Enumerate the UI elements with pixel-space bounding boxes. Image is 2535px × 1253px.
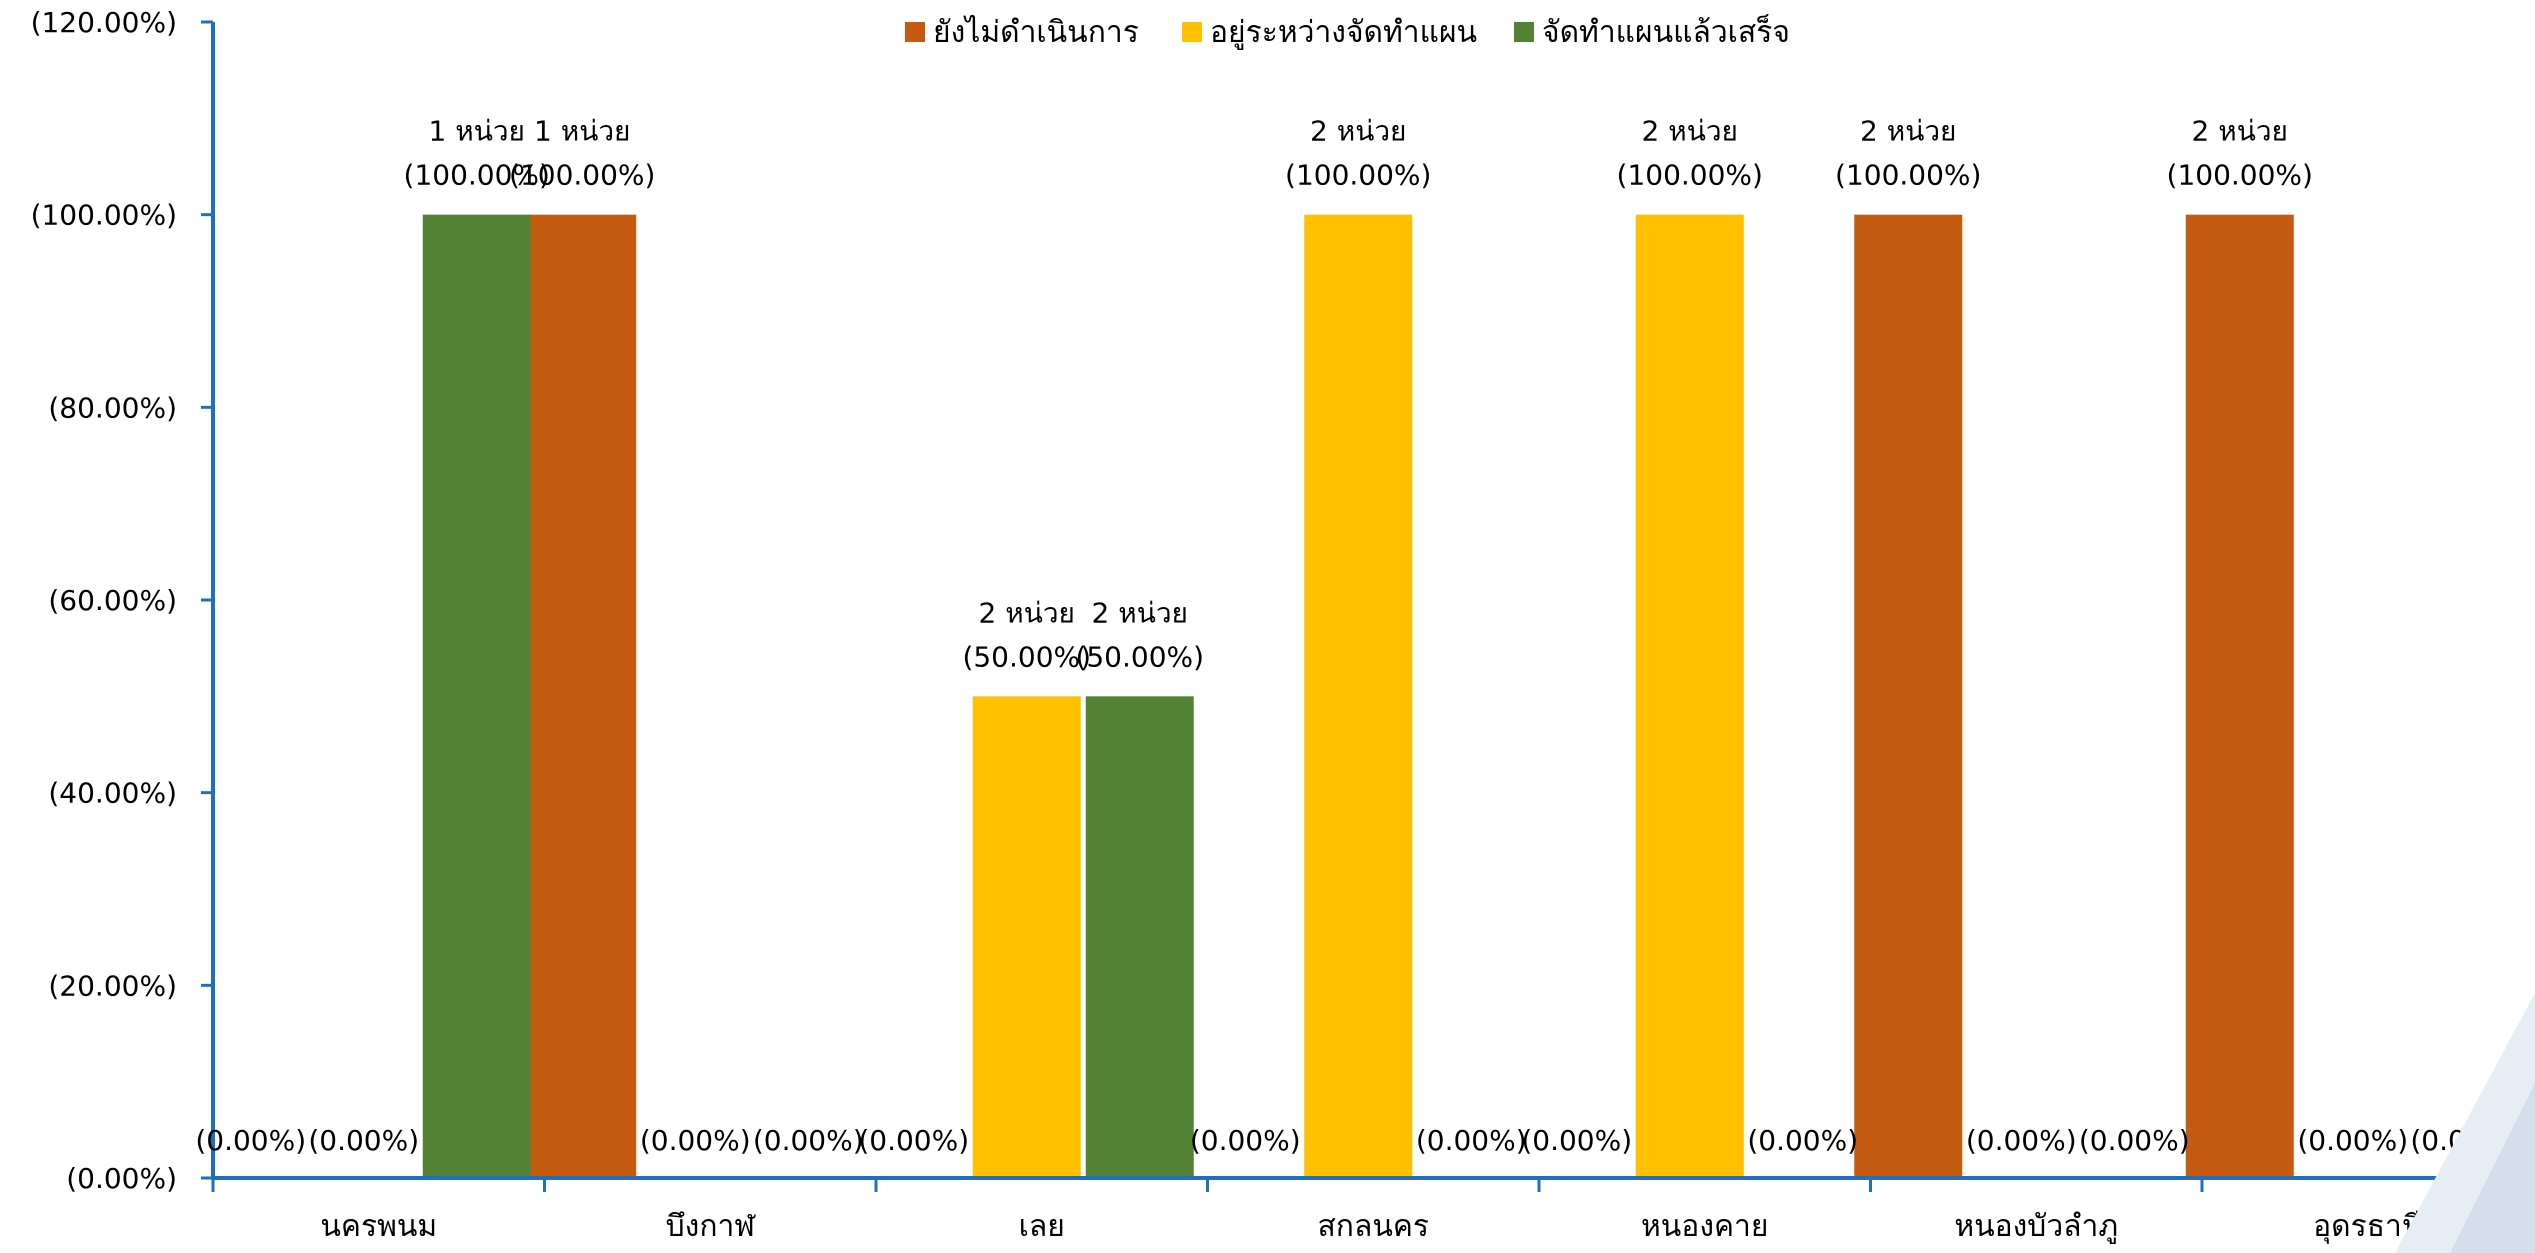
data-label-zero: (0.00%) [1747, 1124, 1858, 1157]
data-label-zero: (0.00%) [858, 1124, 969, 1157]
data-label-count: 2 หน่วย [979, 596, 1075, 629]
legend-swatch [905, 22, 925, 42]
data-label-percent: (100.00%) [404, 159, 550, 192]
data-label-count: 2 หน่วย [2192, 115, 2288, 148]
data-label-zero: (0.00%) [2297, 1124, 2408, 1157]
data-label-percent: (100.00%) [1617, 159, 1763, 192]
y-tick-label: (40.00%) [48, 777, 177, 810]
legend-swatch [1514, 22, 1534, 42]
data-label-zero: (0.00%) [1190, 1124, 1301, 1157]
x-tick-label: นครพนม [320, 1209, 437, 1244]
x-axis: นครพนม บึงกาฬ เลย สกลนคร หนองคาย หนองบัวลำภูอ… [211, 1176, 2530, 1245]
y-tick-label: (20.00%) [48, 969, 177, 1002]
data-label-zero: (0.00%) [195, 1124, 306, 1157]
data-label-zero: (0.00%) [1416, 1124, 1527, 1157]
data-label-count: 2 หน่วย [1092, 596, 1188, 629]
decorative-corner-shape [2395, 993, 2535, 1253]
x-tick-label: หนองคาย [1641, 1209, 1768, 1244]
x-tick-label: เลย [1019, 1209, 1065, 1244]
y-tick-label: (0.00%) [66, 1162, 177, 1195]
bars-layer [422, 214, 2294, 1178]
data-label-count: 2 หน่วย [1860, 115, 1956, 148]
y-tick-label: (120.00%) [31, 6, 177, 39]
bar [1304, 214, 1413, 1178]
bar [422, 214, 531, 1178]
legend-label: ยังไม่ดำเนินการ [933, 14, 1139, 50]
data-label-percent: (50.00%) [962, 640, 1091, 673]
data-label-percent: (100.00%) [1835, 159, 1981, 192]
bar [1635, 214, 1744, 1178]
bar [1854, 214, 1963, 1178]
data-label-zero: (0.00%) [2079, 1124, 2190, 1157]
legend-label: อยู่ระหว่างจัดทำแผน [1210, 15, 1477, 50]
bar [528, 214, 637, 1178]
data-label-count: 2 หน่วย [1310, 115, 1406, 148]
data-label-count: 2 หน่วย [1642, 115, 1738, 148]
data-label-zero: (0.00%) [1966, 1124, 2077, 1157]
data-label-percent: (100.00%) [2167, 159, 2313, 192]
data-label-percent: (100.00%) [1285, 159, 1431, 192]
bar [972, 696, 1081, 1178]
y-tick-label: (80.00%) [48, 391, 177, 424]
data-label-count: 1 หน่วย [534, 115, 630, 148]
x-tick-label: สกลนคร [1317, 1209, 1429, 1244]
x-tick-label: หนองบัวลำภู [1954, 1209, 2118, 1244]
bar [1085, 696, 1194, 1178]
data-label-zero: (0.00%) [308, 1124, 419, 1157]
bar [2185, 214, 2294, 1178]
x-tick-label: บึงกาฬ [666, 1209, 757, 1244]
y-tick-label: (60.00%) [48, 584, 177, 617]
data-label-count: 1 หน่วย [429, 115, 525, 148]
data-label-zero: (0.00%) [640, 1124, 751, 1157]
data-label-zero: (0.00%) [753, 1124, 864, 1157]
data-label-percent: (50.00%) [1075, 640, 1204, 673]
data-label-zero: (0.00%) [1521, 1124, 1632, 1157]
y-tick-label: (100.00%) [31, 199, 177, 232]
data-labels-layer: (0.00%) 1 หน่วย (100.00%) 2 หน่วย (100.00%) 2… [195, 115, 2521, 1157]
chart-legend: ยังไม่ดำเนินการ อยู่ระหว่างจัดทำแผน จัดทำแ… [905, 13, 1790, 50]
legend-swatch [1182, 22, 1202, 42]
y-axis: (0.00%) (20.00%) (40.00%) (60.00%) (80.00%) (… [31, 6, 215, 1195]
data-label-percent: (100.00%) [509, 159, 655, 192]
legend-label: จัดทำแผนแล้วเสร็จ [1542, 13, 1790, 50]
